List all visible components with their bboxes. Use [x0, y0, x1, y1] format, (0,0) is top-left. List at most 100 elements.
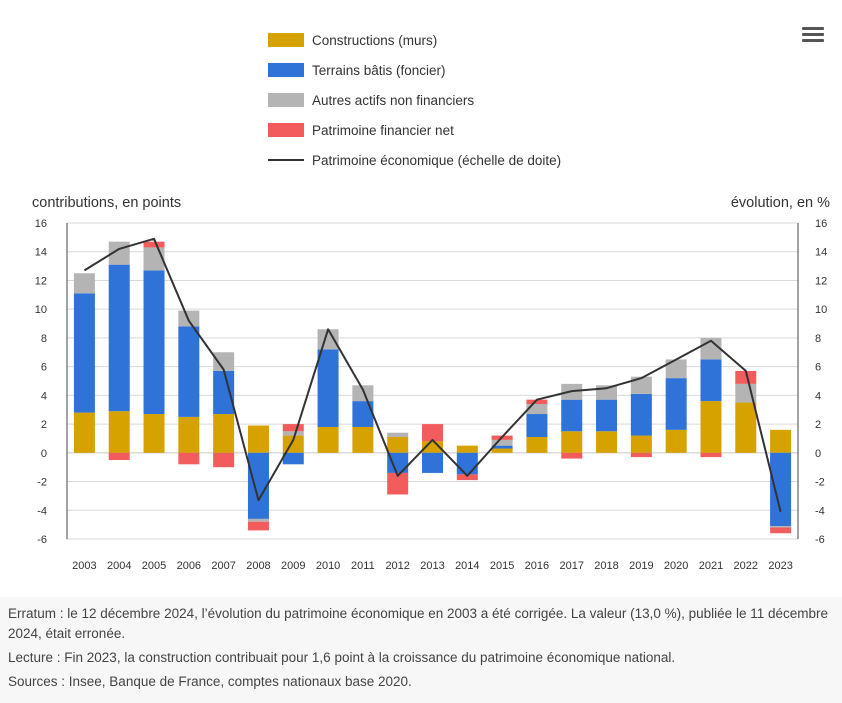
x-tick-label: 2019	[629, 560, 653, 572]
bar-2003-series-1	[73, 412, 95, 453]
bar-2009-series-2	[282, 452, 304, 465]
bar-2007-series-3	[213, 352, 235, 371]
bar-2011-series-2	[352, 401, 374, 427]
bar-2016-series-4	[526, 399, 548, 404]
erratum-note: Erratum : le 12 décembre 2024, l’évoluti…	[8, 606, 828, 641]
right-tick-label: 0	[815, 448, 821, 460]
bar-2017-series-4	[561, 452, 583, 459]
bar-2012-series-4	[387, 472, 409, 495]
left-tick-label: 0	[41, 448, 47, 460]
right-tick-label: 6	[815, 362, 821, 374]
bar-2015-series-2	[491, 445, 513, 449]
bar-2006-series-4	[178, 452, 200, 465]
legend-label-4: Patrimoine financier net	[312, 123, 454, 138]
x-tick-label: 2008	[246, 560, 270, 572]
bar-2023-series-4	[770, 527, 792, 534]
left-tick-label: 8	[41, 333, 47, 345]
legend-label-line: Patrimoine économique (échelle de doite)	[312, 153, 561, 168]
bar-2016-series-2	[526, 414, 548, 438]
bar-2023-series-2	[770, 452, 792, 527]
left-tick-label: 14	[35, 247, 47, 259]
bar-2023-series-3	[770, 526, 792, 528]
bar-2021-series-2	[700, 359, 722, 402]
left-tick-label: 6	[41, 362, 47, 374]
x-tick-label: 2011	[351, 560, 375, 572]
bar-2020-series-1	[665, 429, 687, 453]
x-tick-label: 2015	[490, 560, 514, 572]
bar-2020-series-2	[665, 378, 687, 430]
bar-2006-series-1	[178, 416, 200, 453]
right-tick-label: 4	[815, 390, 821, 402]
bar-2022-series-1	[735, 402, 757, 453]
x-tick-label: 2013	[420, 560, 444, 572]
bar-2008-series-4	[247, 521, 269, 531]
bar-2007-series-1	[213, 414, 235, 453]
x-tick-label: 2003	[72, 560, 96, 572]
left-tick-label: 4	[41, 390, 47, 402]
bar-2004-series-1	[108, 411, 130, 453]
bar-2016-series-3	[526, 403, 548, 415]
sources-note: Sources : Insee, Banque de France, compt…	[8, 674, 412, 689]
bar-2019-series-2	[630, 393, 652, 436]
chart-area: Constructions (murs) Terrains bâtis (fonc…	[32, 33, 830, 572]
legend-label-1: Constructions (murs)	[312, 33, 437, 48]
legend-label-3: Autres actifs non financiers	[312, 93, 474, 108]
bar-2004-series-4	[108, 452, 130, 460]
bar-2021-series-4	[700, 452, 722, 458]
bar-2015-series-1	[491, 448, 513, 453]
bar-2003-series-3	[73, 273, 95, 294]
hamburger-menu-icon[interactable]	[800, 24, 826, 46]
bar-2009-series-4	[282, 424, 304, 432]
bar-2019-series-1	[630, 435, 652, 453]
left-tick-label: 2	[41, 419, 47, 431]
bar-2019-series-3	[630, 376, 652, 394]
legend-swatch-2	[268, 63, 304, 77]
bar-2003-series-2	[73, 293, 95, 413]
bar-2010-series-2	[317, 349, 339, 427]
bar-2004-series-2	[108, 264, 130, 412]
chart-notes: Erratum : le 12 décembre 2024, l’évoluti…	[0, 597, 842, 703]
bar-2022-series-4	[735, 370, 757, 384]
bar-2015-series-3	[491, 439, 513, 446]
bar-2012-series-1	[387, 437, 409, 453]
x-tick-label: 2018	[594, 560, 618, 572]
bar-2008-series-2	[247, 452, 269, 519]
bar-2014-series-4	[456, 474, 478, 481]
bar-2013-series-4	[422, 424, 443, 442]
right-tick-label: 14	[815, 247, 827, 259]
bar-2017-series-1	[561, 431, 583, 453]
bar-2007-series-2	[213, 370, 235, 415]
bar-2009-series-3	[282, 431, 304, 436]
left-tick-label: -2	[37, 477, 47, 489]
bar-2011-series-1	[352, 426, 374, 453]
bar-2012-series-3	[387, 432, 409, 438]
x-tick-label: 2007	[211, 560, 235, 572]
bar-2005-series-1	[143, 414, 165, 453]
x-tick-label: 2016	[525, 560, 549, 572]
bar-2014-series-2	[456, 452, 478, 475]
bar-2007-series-4	[213, 452, 235, 468]
stacked-bar-line-chart: Constructions (murs) Terrains bâtis (fonc…	[32, 33, 830, 572]
x-tick-label: 2009	[281, 560, 305, 572]
right-tick-label: -4	[815, 505, 825, 517]
x-tick-label: 2023	[768, 560, 792, 572]
right-tick-label: -2	[815, 477, 825, 489]
bar-2005-series-4	[143, 241, 165, 248]
bar-2021-series-1	[700, 401, 722, 453]
x-tick-label: 2006	[177, 560, 201, 572]
right-tick-label: -6	[815, 534, 825, 546]
left-tick-label: 12	[35, 275, 47, 287]
bar-2008-series-3	[247, 518, 269, 522]
x-tick-label: 2014	[455, 560, 479, 572]
bar-2023-series-1	[770, 429, 792, 453]
x-tick-label: 2005	[142, 560, 166, 572]
x-tick-label: 2020	[664, 560, 688, 572]
bar-2020-series-3	[665, 359, 687, 379]
x-tick-label: 2022	[734, 560, 758, 572]
bar-2019-series-4	[630, 452, 652, 458]
right-tick-label: 2	[815, 419, 821, 431]
bar-2012-series-2	[387, 452, 409, 473]
lecture-note: Lecture : Fin 2023, la construction cont…	[8, 650, 676, 665]
bar-2013-series-1	[422, 441, 443, 453]
patrimoine-economique-line	[83, 237, 782, 512]
